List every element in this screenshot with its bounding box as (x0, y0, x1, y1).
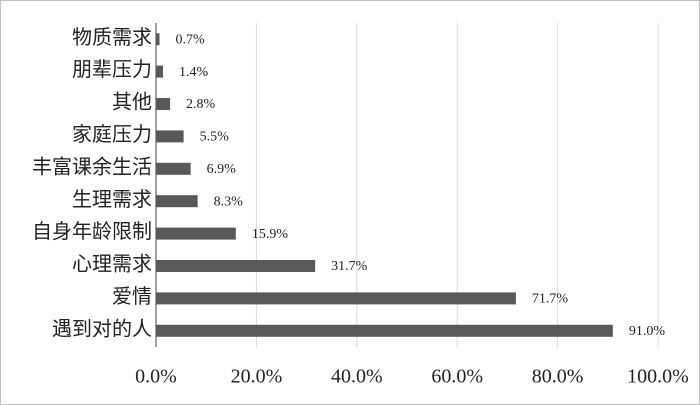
x-tick-label: 0.0% (135, 366, 177, 388)
y-tick-label: 其他 (112, 91, 152, 114)
value-label: 0.7% (176, 32, 206, 47)
value-label: 71.7% (532, 292, 569, 307)
value-label: 6.9% (207, 162, 237, 177)
bar (156, 98, 171, 110)
value-label: 1.4% (179, 65, 209, 80)
bar (156, 292, 516, 305)
value-label: 2.8% (186, 97, 216, 112)
y-tick-label: 朋辈压力 (72, 58, 152, 81)
y-tick-label: 爱情 (112, 285, 152, 308)
value-label: 31.7% (331, 259, 368, 274)
x-tick-label: 60.0% (431, 366, 483, 388)
value-label: 5.5% (200, 130, 230, 145)
y-tick-label: 物质需求 (72, 26, 152, 49)
x-tick-label: 100.0% (627, 366, 689, 388)
bar (156, 324, 613, 337)
y-tick-label: 心理需求 (72, 253, 152, 276)
bar (156, 33, 160, 46)
bar (156, 260, 316, 272)
x-tick-label: 40.0% (331, 366, 383, 388)
bar (156, 162, 191, 175)
y-tick-label: 生理需求 (72, 188, 152, 211)
x-tick-label: 20.0% (231, 366, 283, 388)
bar (156, 195, 198, 208)
value-label: 15.9% (252, 227, 289, 242)
x-tick-label: 80.0% (532, 366, 584, 388)
bar (156, 227, 236, 240)
y-tick-label: 家庭压力 (72, 123, 152, 146)
value-label: 91.0% (629, 324, 666, 339)
y-tick-label: 丰富课余生活 (32, 155, 152, 178)
value-label: 8.3% (214, 194, 244, 209)
bar (156, 130, 184, 143)
y-tick-label: 自身年龄限制 (32, 220, 152, 243)
y-tick-label: 遇到对的人 (52, 317, 152, 340)
bar (156, 65, 164, 78)
